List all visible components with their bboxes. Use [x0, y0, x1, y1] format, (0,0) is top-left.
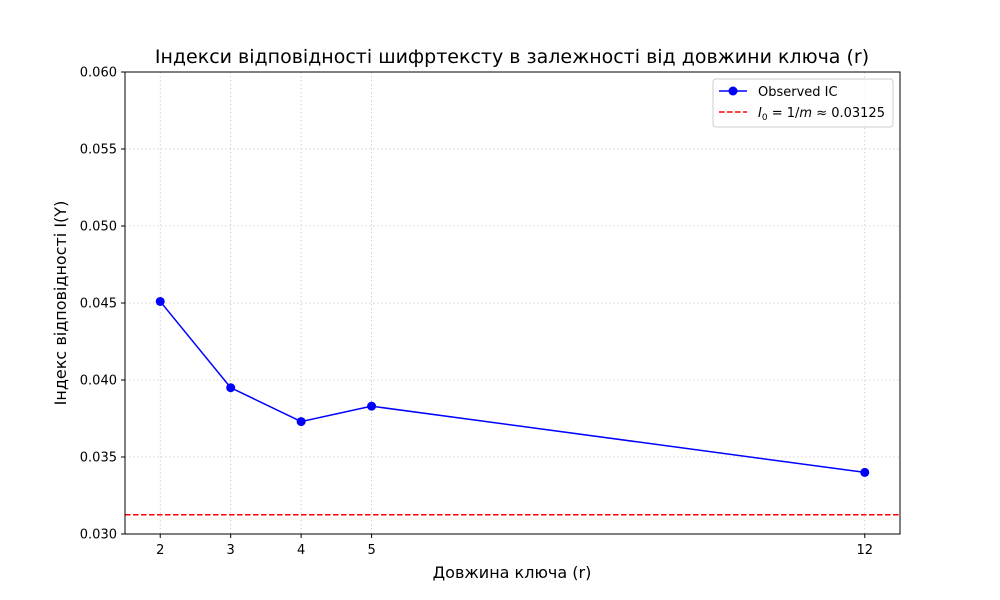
series-line: [159, 300, 865, 474]
legend-ref-symbol: I: [758, 106, 762, 121]
x-axis-label: Довжина ключа (r): [433, 563, 592, 582]
legend-ref-subscript: 0: [762, 113, 768, 123]
series-layer: [155, 296, 870, 477]
chart-title: Індекси відповідності шифртексту в залеж…: [155, 46, 869, 68]
y-tick-label: 0.050: [80, 220, 117, 235]
x-tick-label: 3: [227, 543, 235, 558]
y-tick-label: 0.055: [80, 143, 117, 158]
data-point: [155, 296, 165, 306]
legend-ref-m: m: [799, 106, 812, 121]
y-tick-label: 0.060: [80, 66, 117, 81]
grid-lines: [125, 71, 900, 535]
legend: Observed IC I0 = 1/m ≈ 0.03125: [712, 78, 894, 128]
x-tick-label: 4: [297, 543, 305, 558]
data-point: [860, 467, 870, 477]
legend-series-marker: [728, 86, 738, 96]
y-tick-label: 0.040: [80, 374, 117, 389]
x-tick-label: 5: [367, 543, 375, 558]
y-tick-label: 0.035: [80, 451, 117, 466]
y-axis-label: Індекс відповідності I(Y): [51, 201, 70, 406]
y-axis-ticks: 0.030 0.035 0.040 0.045 0.050 0.055 0.060: [80, 66, 125, 543]
legend-ref-value: ≈ 0.03125: [812, 106, 885, 121]
x-tick-label: 2: [156, 543, 164, 558]
legend-reference-label: I0 = 1/m ≈ 0.03125: [758, 106, 885, 123]
y-tick-label: 0.030: [80, 528, 117, 543]
x-tick-label: 12: [856, 543, 873, 558]
legend-ref-eq: = 1/: [768, 106, 800, 121]
y-tick-label: 0.045: [80, 297, 117, 312]
x-axis-ticks: 2 3 4 5 12: [156, 534, 873, 558]
data-point: [296, 417, 306, 427]
data-point: [226, 383, 236, 393]
legend-box: [712, 78, 894, 128]
data-point: [367, 401, 377, 411]
legend-series-label: Observed IC: [758, 85, 838, 100]
